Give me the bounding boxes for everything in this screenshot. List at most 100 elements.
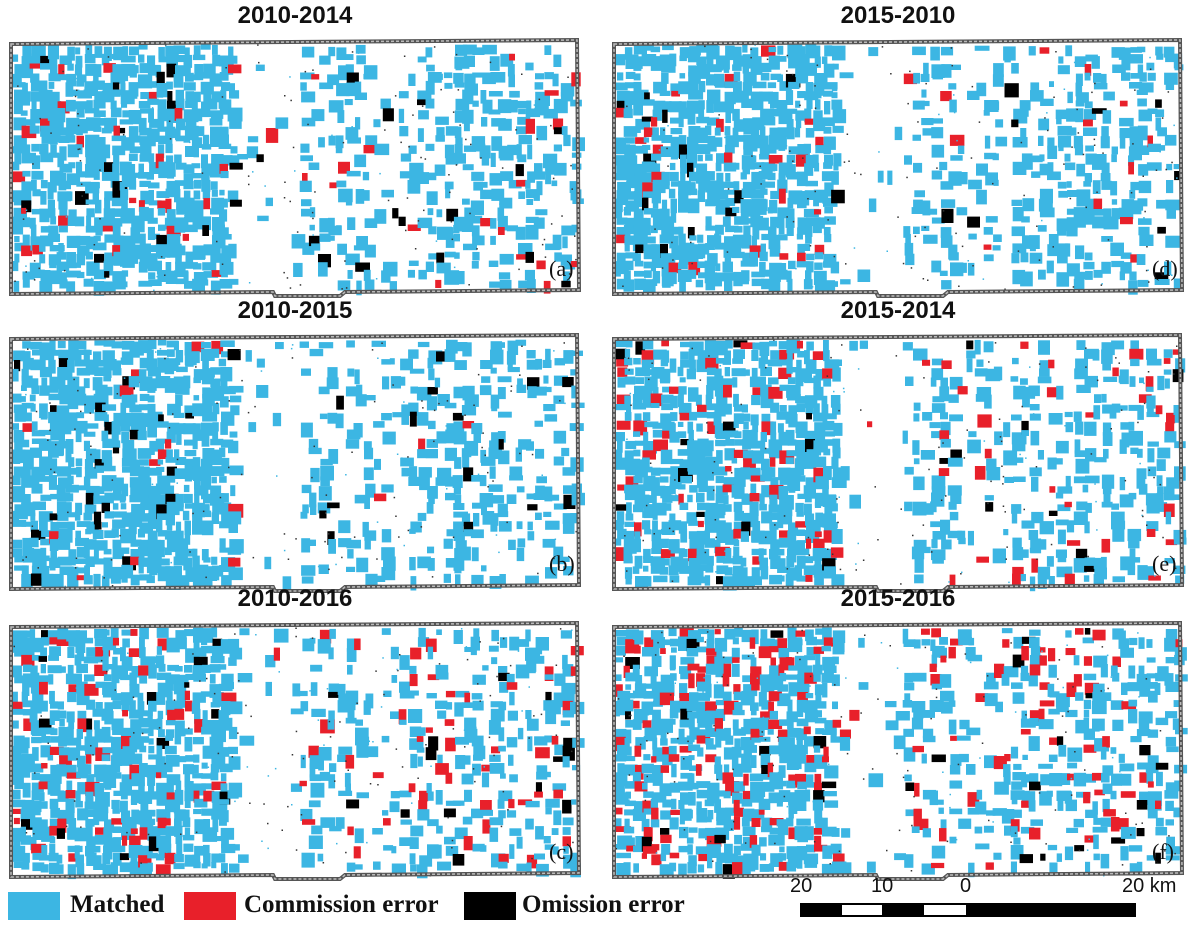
field-speck — [528, 737, 530, 739]
field-patch — [68, 467, 81, 475]
field-patch — [750, 576, 762, 586]
field-patch — [77, 393, 87, 406]
field-patch — [75, 502, 83, 515]
field-patch — [562, 513, 574, 524]
field-patch — [778, 234, 788, 241]
field-patch — [470, 726, 477, 742]
field-patch — [563, 566, 574, 576]
field-patch — [1156, 199, 1169, 209]
field-patch — [554, 252, 562, 262]
field-patch — [310, 504, 317, 515]
field-patch — [67, 126, 83, 135]
field-speck — [160, 256, 163, 258]
field-patch — [58, 727, 74, 738]
field-patch — [110, 72, 126, 84]
field-patch — [454, 565, 462, 574]
field-patch — [724, 253, 732, 268]
field-patch — [830, 136, 836, 150]
field-patch — [706, 403, 720, 411]
field-patch — [833, 153, 842, 167]
field-patch — [697, 234, 704, 243]
field-patch — [220, 126, 229, 142]
field-patch — [174, 789, 184, 805]
field-patch — [913, 413, 920, 422]
field-patch — [346, 648, 357, 662]
field-patch — [14, 64, 23, 76]
field-speck — [552, 177, 555, 180]
field-patch — [92, 530, 104, 539]
field-patch — [688, 90, 704, 100]
field-patch — [561, 682, 576, 695]
field-patch — [347, 270, 353, 279]
field-patch — [275, 342, 284, 350]
field-patch — [41, 377, 48, 387]
field-patch — [705, 456, 719, 469]
field-patch — [508, 539, 516, 550]
field-patch — [68, 818, 77, 831]
field-patch — [480, 218, 493, 227]
field-patch — [571, 224, 581, 233]
field-speck — [406, 197, 409, 199]
field-patch — [616, 420, 631, 430]
field-patch — [471, 261, 479, 269]
field-patch — [31, 790, 40, 801]
field-patch — [688, 348, 695, 360]
field-patch — [121, 137, 135, 149]
field-patch — [129, 466, 144, 477]
field-patch — [1111, 260, 1125, 268]
field-patch — [1111, 340, 1125, 350]
field-speck — [290, 99, 292, 102]
field-patch — [58, 736, 67, 747]
field-speck — [170, 561, 172, 564]
field-patch — [103, 359, 117, 371]
field-patch — [1047, 145, 1058, 159]
field-speck — [375, 278, 378, 280]
field-patch — [166, 774, 181, 786]
field-patch — [68, 162, 76, 169]
field-patch — [1121, 56, 1131, 71]
field-patch — [175, 834, 183, 844]
field-patch — [335, 413, 344, 429]
field-patch — [220, 810, 229, 823]
field-patch — [209, 684, 221, 698]
field-patch — [210, 126, 222, 137]
field-patch — [560, 720, 570, 726]
field-patch — [1138, 109, 1152, 122]
field-patch — [77, 764, 88, 779]
field-patch — [706, 385, 714, 399]
field-patch — [795, 377, 804, 387]
field-patch — [155, 756, 166, 767]
field-patch — [1020, 128, 1027, 138]
field-patch — [867, 421, 873, 428]
field-patch — [1174, 171, 1182, 181]
field-patch — [77, 808, 89, 821]
field-patch — [489, 173, 502, 186]
field-patch — [562, 236, 568, 249]
field-patch — [185, 146, 198, 157]
field-patch — [652, 56, 665, 66]
field-patch — [210, 208, 221, 215]
field-patch — [11, 171, 26, 183]
field-patch — [490, 349, 504, 365]
field-patch — [463, 755, 471, 765]
field-speck — [570, 164, 572, 167]
field-patch — [427, 357, 434, 369]
field-speck — [786, 54, 789, 57]
field-patch — [347, 826, 354, 836]
field-patch — [120, 547, 130, 554]
field-patch — [158, 126, 168, 132]
field-speck — [329, 736, 332, 738]
field-speck — [1055, 51, 1057, 53]
field-patch — [815, 145, 831, 154]
field-patch — [733, 413, 744, 424]
field-patch — [740, 342, 756, 349]
field-patch — [347, 217, 356, 230]
field-patch — [32, 800, 42, 813]
field-patch — [192, 457, 201, 469]
field-patch — [1129, 348, 1144, 360]
field-patch — [111, 421, 121, 435]
field-patch — [615, 155, 626, 166]
field-patch — [149, 566, 158, 576]
field-patch — [14, 152, 22, 165]
field-patch — [29, 537, 39, 548]
